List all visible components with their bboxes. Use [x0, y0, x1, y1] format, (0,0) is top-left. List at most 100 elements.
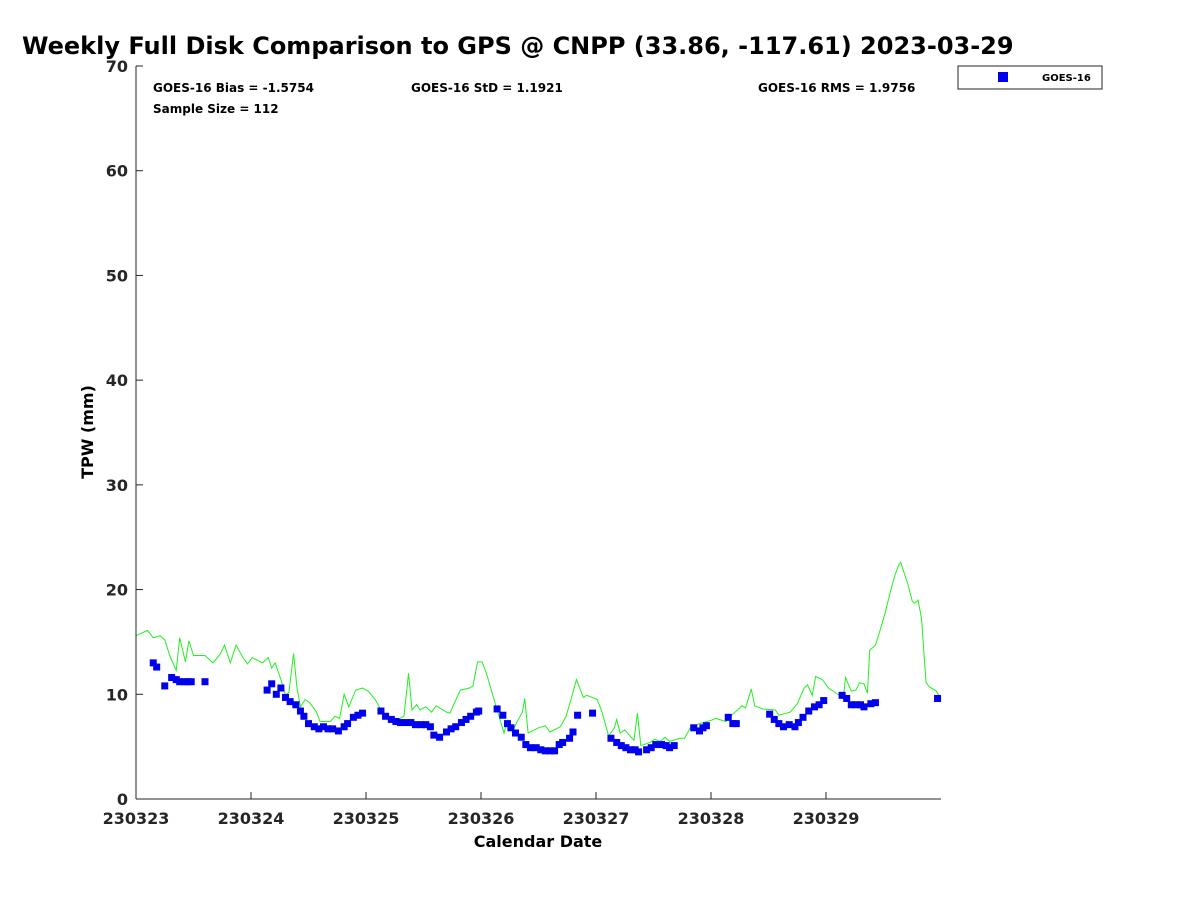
goes16-point: [622, 744, 630, 752]
goes16-point: [635, 748, 643, 756]
goes16-point: [324, 725, 332, 733]
goes16-point: [387, 715, 395, 723]
goes16-point: [532, 744, 540, 752]
goes16-point: [263, 686, 271, 694]
goes16-point: [546, 747, 554, 755]
goes16-point: [422, 721, 430, 729]
x-tick-label: 230327: [563, 809, 630, 828]
goes16-point: [566, 734, 574, 742]
goes16-point: [503, 720, 511, 728]
goes16-point: [643, 746, 651, 754]
goes16-point: [847, 701, 855, 709]
goes16-point: [860, 703, 868, 711]
y-tick-label: 70: [106, 57, 128, 76]
goes16-point: [382, 712, 390, 720]
goes16-point: [329, 725, 337, 733]
goes16-point: [559, 738, 567, 746]
goes16-point: [392, 718, 400, 726]
goes16-point: [286, 698, 294, 706]
goes16-point: [815, 701, 823, 709]
goes16-point: [319, 723, 327, 731]
goes16-point: [820, 697, 828, 705]
plot-frame: [136, 66, 941, 799]
goes16-point: [838, 691, 846, 699]
goes16-point: [517, 733, 525, 741]
goes16-point: [467, 712, 475, 720]
goes16-point: [149, 659, 157, 667]
bias-stat: GOES-16 Bias = -1.5754: [153, 81, 314, 95]
goes16-point: [430, 731, 438, 739]
goes16-point: [775, 720, 783, 728]
goes16-point: [305, 720, 312, 728]
x-axis-label: Calendar Date: [474, 832, 603, 851]
x-tick-label: 230328: [678, 809, 745, 828]
goes16-point: [666, 744, 674, 752]
goes16-point: [475, 707, 483, 715]
goes16-point: [843, 694, 851, 702]
goes16-point: [613, 738, 621, 746]
goes16-point: [153, 663, 161, 671]
goes16-point: [499, 711, 507, 719]
goes16-point: [407, 719, 415, 727]
goes16-point: [300, 712, 308, 720]
legend-label-goes16: GOES-16: [1042, 73, 1091, 84]
goes16-point: [627, 746, 634, 754]
goes16-point: [512, 729, 519, 737]
goes16-point: [417, 721, 425, 729]
y-tick-label: 0: [117, 790, 128, 809]
y-tick-label: 40: [106, 371, 128, 390]
x-tick-label: 230325: [333, 809, 400, 828]
y-ticks: 0 10 20 30 40 50 60 70: [106, 57, 143, 809]
goes16-point: [282, 693, 289, 701]
goes16-point: [426, 723, 434, 731]
goes16-point: [617, 742, 625, 750]
goes16-point: [315, 725, 323, 733]
goes16-point: [871, 699, 879, 707]
goes16-point: [268, 680, 276, 688]
goes16-point: [658, 741, 666, 749]
goes16-point: [589, 709, 597, 717]
goes16-point: [732, 720, 740, 728]
x-tick-label: 230324: [218, 809, 285, 828]
goes16-point: [397, 719, 404, 727]
goes16-point: [867, 700, 875, 708]
goes16-point: [462, 715, 470, 723]
goes16-point: [702, 722, 710, 730]
x-tick-label: 230323: [103, 809, 170, 828]
goes16-point: [310, 723, 318, 731]
goes16-point: [799, 713, 807, 721]
plot-area: [135, 561, 942, 756]
x-tick-label: 230326: [448, 809, 515, 828]
goes16-point: [607, 734, 615, 742]
goes16-point: [344, 720, 352, 728]
goes16-point: [791, 723, 799, 731]
goes16-point: [690, 724, 698, 732]
goes16-point: [292, 701, 300, 709]
y-tick-label: 10: [106, 685, 128, 704]
goes16-point: [334, 727, 342, 735]
std-stat: GOES-16 StD = 1.1921: [411, 81, 563, 95]
goes16-point: [724, 713, 732, 721]
y-axis-label: TPW (mm): [78, 385, 97, 479]
goes16-point: [670, 742, 678, 750]
goes16-point: [852, 701, 860, 709]
goes16-point: [811, 703, 818, 711]
goes16-point: [647, 744, 655, 752]
goes16-point: [794, 719, 802, 727]
goes16-point: [522, 741, 530, 749]
goes16-point: [354, 711, 362, 719]
y-tick-label: 60: [106, 162, 128, 181]
goes16-point: [805, 707, 813, 715]
goes16-point: [443, 728, 450, 736]
goes16-point: [569, 728, 577, 736]
y-tick-label: 20: [106, 581, 128, 600]
y-tick-label: 50: [106, 266, 128, 285]
goes16-point: [296, 707, 304, 715]
legend-box: [957, 65, 1103, 90]
goes16-point: [493, 705, 501, 713]
goes16-point: [176, 678, 184, 686]
legend: GOES-16: [957, 65, 1103, 90]
goes16-point: [436, 733, 444, 741]
goes16-point: [447, 725, 455, 733]
